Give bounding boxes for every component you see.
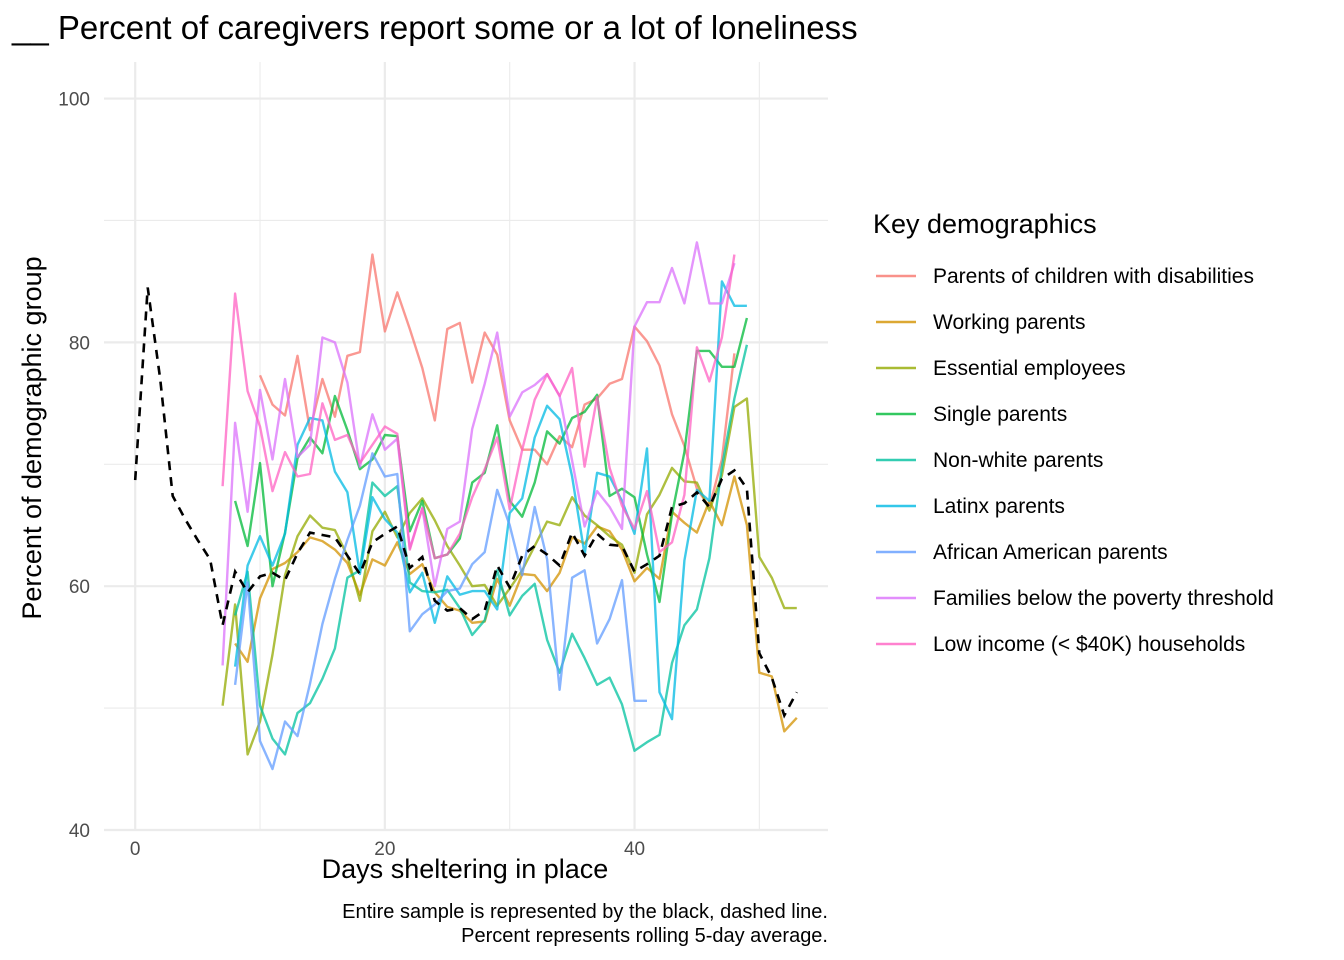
legend: Key demographics Parents of children wit…	[873, 209, 1274, 656]
legend-label: Families below the poverty threshold	[933, 587, 1274, 610]
series-layer	[133, 241, 798, 771]
legend-label: Essential employees	[933, 357, 1126, 380]
legend-title: Key demographics	[873, 209, 1097, 239]
legend-label: Single parents	[933, 403, 1067, 426]
series-line-4	[233, 317, 749, 604]
y-axis-title: Percent of demographic group	[17, 256, 47, 619]
legend-label: Working parents	[933, 311, 1086, 334]
x-tick-label: 40	[624, 839, 645, 860]
series-line-8	[221, 241, 736, 666]
x-tick-label: 0	[130, 839, 141, 860]
series-line-6	[233, 280, 747, 721]
legend-label: African American parents	[933, 541, 1168, 564]
y-tick-label: 60	[69, 577, 90, 598]
caption-line-2: Percent represents rolling 5-day average…	[461, 925, 828, 947]
series-line-9	[221, 254, 736, 560]
chart-title: __ Percent of caregivers report some or …	[11, 9, 858, 46]
caption-line-1: Entire sample is represented by the blac…	[342, 901, 828, 923]
x-axis-title: Days sheltering in place	[322, 854, 609, 884]
grid	[104, 62, 828, 832]
axis-ticks: 0 20 40 40 60 80 100	[58, 90, 645, 860]
series-line-1	[258, 253, 736, 509]
legend-label: Low income (< $40K) households	[933, 633, 1245, 656]
series-line-7	[233, 452, 647, 771]
y-tick-label: 40	[69, 821, 90, 842]
series-line-2	[234, 475, 798, 733]
legend-label: Parents of children with disabilities	[933, 265, 1254, 288]
legend-label: Latinx parents	[933, 495, 1065, 518]
overall-sample-line	[133, 287, 798, 719]
y-tick-label: 80	[69, 333, 90, 354]
y-tick-label: 100	[58, 90, 90, 111]
x-tick-label: 20	[374, 839, 395, 860]
series-line-5	[233, 344, 749, 756]
legend-label: Non-white parents	[933, 449, 1103, 472]
